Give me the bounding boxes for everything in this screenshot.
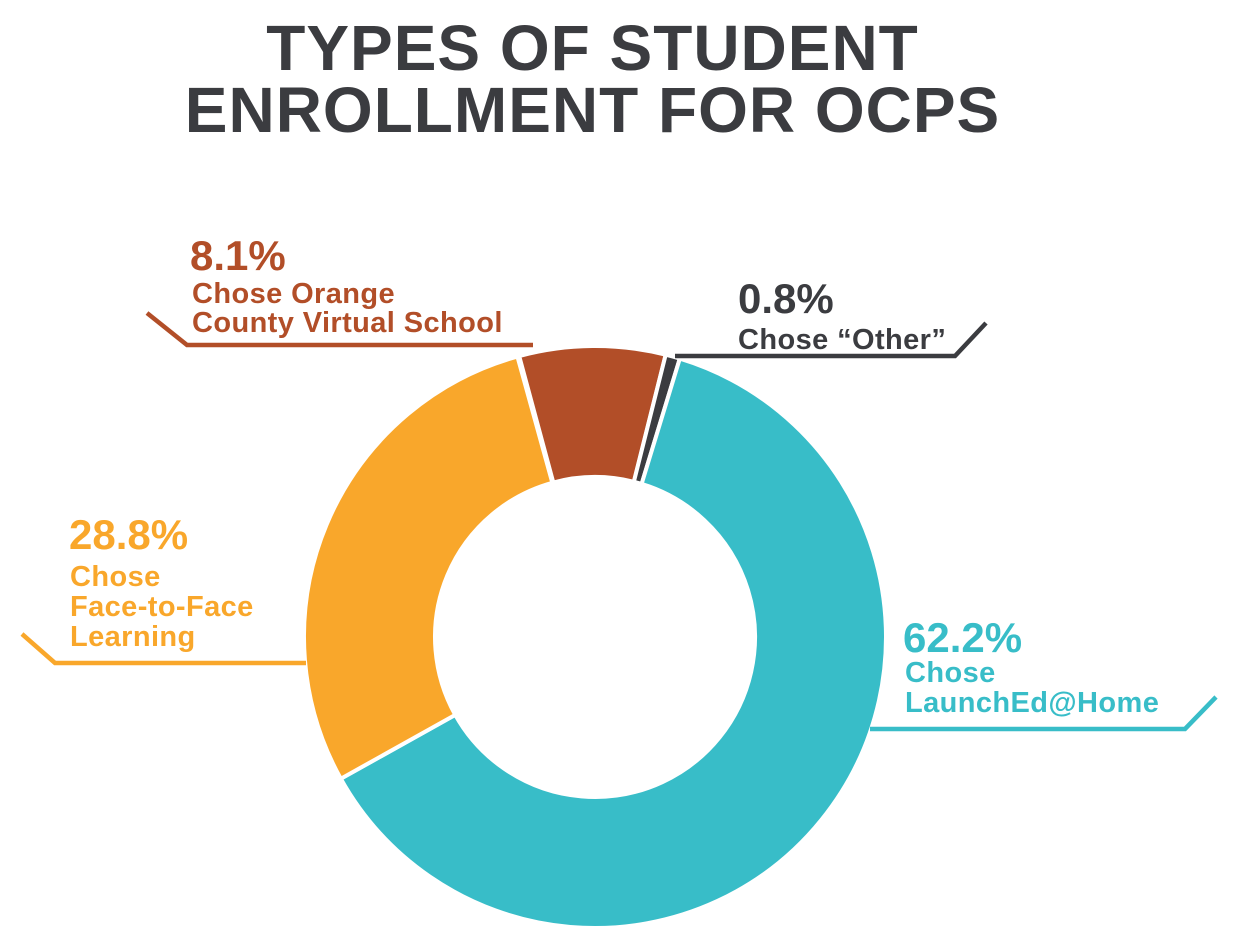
- chart-title-line-1: TYPES OF STUDENT: [266, 12, 919, 84]
- label-face-to-face: Chose Face-to-Face Learning: [70, 562, 254, 652]
- label-face-to-face-line-1: Chose: [70, 561, 161, 593]
- label-virtual-school-line-2: County Virtual School: [192, 307, 503, 339]
- label-other: Chose “Other”: [738, 326, 946, 355]
- label-other-line-1: Chose “Other”: [738, 324, 947, 356]
- label-launched-line-1: Chose: [905, 657, 996, 689]
- donut-segment-f2f: [302, 354, 555, 782]
- callout-line-virtual-school: [145, 311, 533, 348]
- label-launched-line-2: LaunchEd@Home: [905, 687, 1160, 719]
- callout-line-launched: [870, 695, 1218, 732]
- label-face-to-face-line-2: Face-to-Face: [70, 591, 254, 623]
- donut-segment-launched: [338, 356, 888, 931]
- callout-line-other: [675, 321, 988, 359]
- percent-face-to-face: 28.8%: [69, 511, 189, 558]
- chart-title-line-2: ENROLLMENT FOR OCPS: [184, 74, 1001, 146]
- percent-virtual-school: 8.1%: [190, 232, 286, 279]
- chart-title: TYPES OF STUDENT ENROLLMENT FOR OCPS: [0, 12, 1185, 146]
- percent-launched: 62.2%: [903, 614, 1023, 661]
- label-face-to-face-line-3: Learning: [70, 621, 196, 653]
- percent-other: 0.8%: [738, 275, 834, 322]
- label-launched: Chose LaunchEd@Home: [905, 658, 1159, 718]
- donut-segments: [302, 344, 888, 931]
- callout-line-face-to-face: [20, 632, 306, 666]
- label-virtual-school-line-1: Chose Orange: [192, 278, 396, 310]
- label-virtual-school: Chose Orange County Virtual School: [192, 280, 503, 338]
